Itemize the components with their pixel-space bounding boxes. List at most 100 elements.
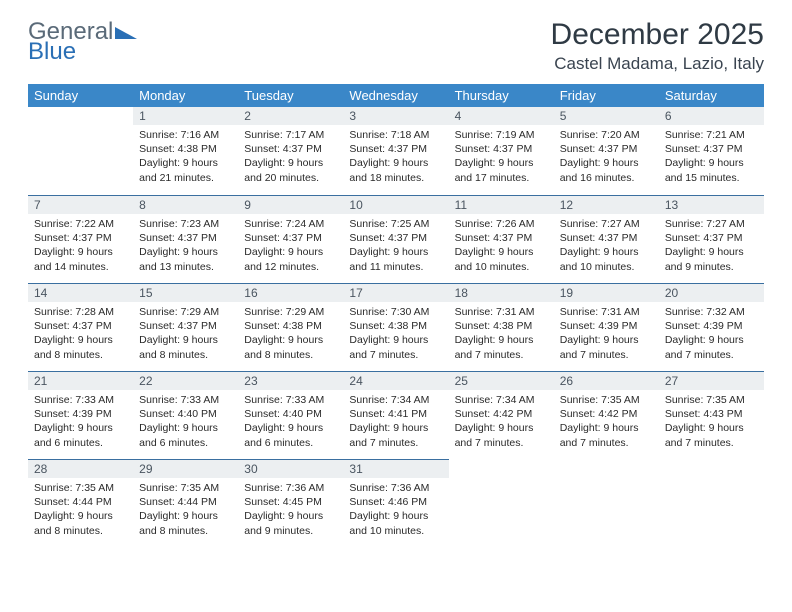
calendar-cell bbox=[554, 459, 659, 547]
day-body: Sunrise: 7:29 AMSunset: 4:38 PMDaylight:… bbox=[238, 302, 343, 366]
daylight-text-1: Daylight: 9 hours bbox=[455, 156, 548, 170]
title-block: December 2025 Castel Madama, Lazio, Ital… bbox=[551, 18, 764, 74]
day-body: Sunrise: 7:23 AMSunset: 4:37 PMDaylight:… bbox=[133, 214, 238, 278]
day-body: Sunrise: 7:28 AMSunset: 4:37 PMDaylight:… bbox=[28, 302, 133, 366]
daylight-text-2: and 13 minutes. bbox=[139, 260, 232, 274]
daylight-text-1: Daylight: 9 hours bbox=[34, 245, 127, 259]
daylight-text-1: Daylight: 9 hours bbox=[139, 509, 232, 523]
day-body: Sunrise: 7:22 AMSunset: 4:37 PMDaylight:… bbox=[28, 214, 133, 278]
daylight-text-1: Daylight: 9 hours bbox=[560, 245, 653, 259]
calendar-cell: 24Sunrise: 7:34 AMSunset: 4:41 PMDayligh… bbox=[343, 371, 448, 459]
calendar-week-row: 28Sunrise: 7:35 AMSunset: 4:44 PMDayligh… bbox=[28, 459, 764, 547]
daylight-text-1: Daylight: 9 hours bbox=[665, 421, 758, 435]
sunset-text: Sunset: 4:38 PM bbox=[244, 319, 337, 333]
calendar-cell bbox=[449, 459, 554, 547]
sunset-text: Sunset: 4:39 PM bbox=[560, 319, 653, 333]
daylight-text-1: Daylight: 9 hours bbox=[349, 509, 442, 523]
sunrise-text: Sunrise: 7:29 AM bbox=[244, 305, 337, 319]
calendar-cell: 20Sunrise: 7:32 AMSunset: 4:39 PMDayligh… bbox=[659, 283, 764, 371]
day-body: Sunrise: 7:35 AMSunset: 4:42 PMDaylight:… bbox=[554, 390, 659, 454]
sunset-text: Sunset: 4:37 PM bbox=[455, 231, 548, 245]
day-body: Sunrise: 7:18 AMSunset: 4:37 PMDaylight:… bbox=[343, 125, 448, 189]
sunset-text: Sunset: 4:38 PM bbox=[455, 319, 548, 333]
weekday-header: Wednesday bbox=[343, 84, 448, 107]
day-number: 7 bbox=[28, 195, 133, 214]
day-number: 12 bbox=[554, 195, 659, 214]
day-number: 25 bbox=[449, 371, 554, 390]
calendar-cell: 10Sunrise: 7:25 AMSunset: 4:37 PMDayligh… bbox=[343, 195, 448, 283]
day-body: Sunrise: 7:27 AMSunset: 4:37 PMDaylight:… bbox=[659, 214, 764, 278]
sunset-text: Sunset: 4:45 PM bbox=[244, 495, 337, 509]
day-body: Sunrise: 7:35 AMSunset: 4:44 PMDaylight:… bbox=[133, 478, 238, 542]
daylight-text-2: and 8 minutes. bbox=[139, 348, 232, 362]
day-body: Sunrise: 7:32 AMSunset: 4:39 PMDaylight:… bbox=[659, 302, 764, 366]
sunset-text: Sunset: 4:37 PM bbox=[560, 231, 653, 245]
sunset-text: Sunset: 4:40 PM bbox=[244, 407, 337, 421]
day-number: 17 bbox=[343, 283, 448, 302]
sunrise-text: Sunrise: 7:31 AM bbox=[455, 305, 548, 319]
day-body: Sunrise: 7:31 AMSunset: 4:38 PMDaylight:… bbox=[449, 302, 554, 366]
calendar-cell: 31Sunrise: 7:36 AMSunset: 4:46 PMDayligh… bbox=[343, 459, 448, 547]
day-body: Sunrise: 7:36 AMSunset: 4:46 PMDaylight:… bbox=[343, 478, 448, 542]
calendar-cell: 7Sunrise: 7:22 AMSunset: 4:37 PMDaylight… bbox=[28, 195, 133, 283]
daylight-text-2: and 7 minutes. bbox=[455, 348, 548, 362]
calendar-week-row: 21Sunrise: 7:33 AMSunset: 4:39 PMDayligh… bbox=[28, 371, 764, 459]
calendar-cell: 29Sunrise: 7:35 AMSunset: 4:44 PMDayligh… bbox=[133, 459, 238, 547]
daylight-text-1: Daylight: 9 hours bbox=[665, 333, 758, 347]
sunrise-text: Sunrise: 7:36 AM bbox=[244, 481, 337, 495]
daylight-text-1: Daylight: 9 hours bbox=[560, 156, 653, 170]
sunrise-text: Sunrise: 7:33 AM bbox=[34, 393, 127, 407]
daylight-text-1: Daylight: 9 hours bbox=[665, 245, 758, 259]
calendar-cell: 8Sunrise: 7:23 AMSunset: 4:37 PMDaylight… bbox=[133, 195, 238, 283]
daylight-text-1: Daylight: 9 hours bbox=[665, 156, 758, 170]
calendar-cell: 3Sunrise: 7:18 AMSunset: 4:37 PMDaylight… bbox=[343, 107, 448, 195]
sunset-text: Sunset: 4:37 PM bbox=[244, 142, 337, 156]
calendar-cell: 1Sunrise: 7:16 AMSunset: 4:38 PMDaylight… bbox=[133, 107, 238, 195]
day-number: 21 bbox=[28, 371, 133, 390]
daylight-text-1: Daylight: 9 hours bbox=[139, 421, 232, 435]
weekday-header: Sunday bbox=[28, 84, 133, 107]
daylight-text-2: and 10 minutes. bbox=[560, 260, 653, 274]
sunset-text: Sunset: 4:42 PM bbox=[455, 407, 548, 421]
day-body: Sunrise: 7:34 AMSunset: 4:42 PMDaylight:… bbox=[449, 390, 554, 454]
sunset-text: Sunset: 4:37 PM bbox=[665, 142, 758, 156]
sunrise-text: Sunrise: 7:24 AM bbox=[244, 217, 337, 231]
sunset-text: Sunset: 4:37 PM bbox=[244, 231, 337, 245]
calendar-cell: 12Sunrise: 7:27 AMSunset: 4:37 PMDayligh… bbox=[554, 195, 659, 283]
daylight-text-1: Daylight: 9 hours bbox=[455, 245, 548, 259]
weekday-header: Monday bbox=[133, 84, 238, 107]
calendar-cell: 21Sunrise: 7:33 AMSunset: 4:39 PMDayligh… bbox=[28, 371, 133, 459]
daylight-text-2: and 7 minutes. bbox=[665, 348, 758, 362]
daylight-text-2: and 17 minutes. bbox=[455, 171, 548, 185]
calendar-cell: 6Sunrise: 7:21 AMSunset: 4:37 PMDaylight… bbox=[659, 107, 764, 195]
sunrise-text: Sunrise: 7:35 AM bbox=[560, 393, 653, 407]
daylight-text-1: Daylight: 9 hours bbox=[244, 421, 337, 435]
daylight-text-2: and 20 minutes. bbox=[244, 171, 337, 185]
daylight-text-1: Daylight: 9 hours bbox=[244, 156, 337, 170]
daylight-text-1: Daylight: 9 hours bbox=[34, 509, 127, 523]
calendar-cell: 30Sunrise: 7:36 AMSunset: 4:45 PMDayligh… bbox=[238, 459, 343, 547]
sunrise-text: Sunrise: 7:35 AM bbox=[665, 393, 758, 407]
logo: General Blue bbox=[28, 20, 137, 64]
sunrise-text: Sunrise: 7:21 AM bbox=[665, 128, 758, 142]
daylight-text-1: Daylight: 9 hours bbox=[34, 421, 127, 435]
sunrise-text: Sunrise: 7:35 AM bbox=[34, 481, 127, 495]
daylight-text-1: Daylight: 9 hours bbox=[349, 156, 442, 170]
daylight-text-1: Daylight: 9 hours bbox=[139, 156, 232, 170]
logo-text-2: Blue bbox=[28, 38, 76, 65]
day-number: 13 bbox=[659, 195, 764, 214]
calendar-cell: 9Sunrise: 7:24 AMSunset: 4:37 PMDaylight… bbox=[238, 195, 343, 283]
daylight-text-1: Daylight: 9 hours bbox=[349, 421, 442, 435]
sunset-text: Sunset: 4:37 PM bbox=[560, 142, 653, 156]
calendar-cell: 25Sunrise: 7:34 AMSunset: 4:42 PMDayligh… bbox=[449, 371, 554, 459]
day-body: Sunrise: 7:30 AMSunset: 4:38 PMDaylight:… bbox=[343, 302, 448, 366]
day-number: 20 bbox=[659, 283, 764, 302]
sunrise-text: Sunrise: 7:18 AM bbox=[349, 128, 442, 142]
sunrise-text: Sunrise: 7:34 AM bbox=[349, 393, 442, 407]
sunset-text: Sunset: 4:37 PM bbox=[349, 231, 442, 245]
location-text: Castel Madama, Lazio, Italy bbox=[551, 54, 764, 74]
sunrise-text: Sunrise: 7:17 AM bbox=[244, 128, 337, 142]
sunrise-text: Sunrise: 7:16 AM bbox=[139, 128, 232, 142]
day-number: 29 bbox=[133, 459, 238, 478]
daylight-text-2: and 7 minutes. bbox=[665, 436, 758, 450]
